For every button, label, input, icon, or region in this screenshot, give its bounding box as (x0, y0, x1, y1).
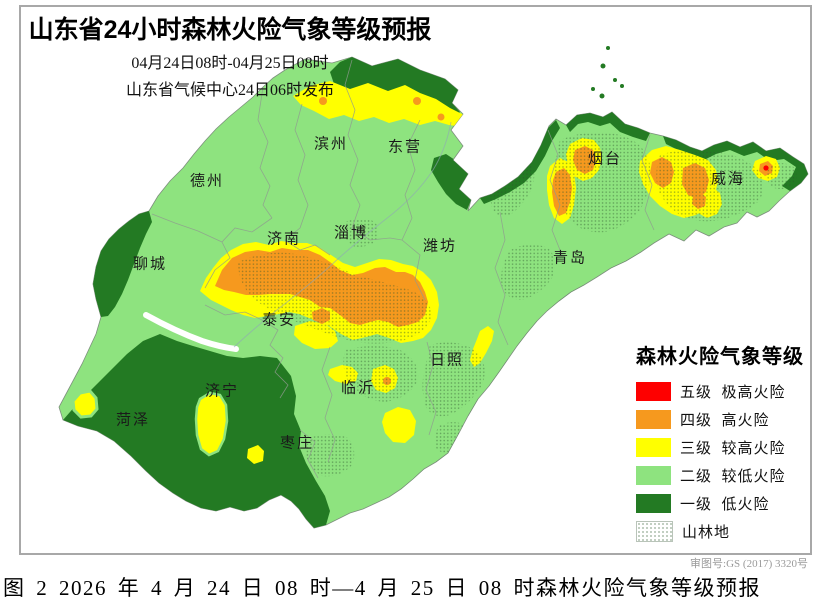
forest-land-overlays (238, 132, 797, 477)
legend-item-label: 一级 低火险 (680, 497, 770, 513)
city-label-菏泽: 菏泽 (116, 411, 150, 428)
city-label-临沂: 临沂 (341, 379, 375, 396)
city-label-潍坊: 潍坊 (423, 237, 457, 254)
city-label-济南: 济南 (267, 230, 301, 247)
legend-items: 五级 极高火险 四级 高火险 三级 较高火险 二级 较低火险 一级 低火险 山林地 (636, 381, 812, 542)
legend-item: 四级 高火险 (636, 409, 812, 430)
legend-item: 山林地 (636, 521, 812, 542)
legend-item-label: 四级 高火险 (680, 413, 770, 429)
legend-swatch (636, 382, 671, 401)
legend-swatch-pattern (636, 521, 673, 542)
legend-swatch (636, 410, 671, 429)
title-block: 山东省24小时森林火险气象等级预报 04月24日08时-04月25日08时 山东… (25, 10, 435, 100)
legend-item: 三级 较高火险 (636, 437, 812, 458)
risk-level5-spot (763, 165, 769, 171)
legend-item: 五级 极高火险 (636, 381, 812, 402)
legend-item-label: 五级 极高火险 (680, 385, 786, 401)
map-subtitle-issuer: 山东省气候中心24日06时发布 (125, 82, 334, 99)
map-subtitle-period: 04月24日08时-04月25日08时 (131, 55, 329, 72)
city-label-威海: 威海 (711, 170, 745, 187)
city-label-东营: 东营 (388, 138, 422, 155)
map-title: 山东省24小时森林火险气象等级预报 (28, 16, 432, 44)
city-label-聊城: 聊城 (133, 255, 167, 272)
legend: 森林火险气象等级 五级 极高火险 四级 高火险 三级 较高火险 二级 较低火险 一级 低… (636, 340, 812, 571)
legend-item: 一级 低火险 (636, 493, 812, 514)
islands (591, 46, 624, 99)
city-label-淄博: 淄博 (334, 224, 368, 241)
city-label-烟台: 烟台 (588, 150, 622, 167)
legend-swatch (636, 438, 671, 457)
river-corridor (143, 312, 239, 352)
legend-item: 二级 较低火险 (636, 465, 812, 486)
city-label-泰安: 泰安 (262, 311, 296, 328)
figure-caption: 图 2 2026 年 4 月 24 日 08 时—4 月 25 日 08 时森林… (3, 576, 761, 600)
legend-item-label: 三级 较高火险 (680, 441, 786, 457)
map-license: 审图号:GS (2017) 3320号 (690, 558, 808, 570)
map-frame (19, 5, 812, 555)
legend-item-label: 山林地 (682, 525, 731, 541)
city-label-滨州: 滨州 (314, 135, 348, 152)
city-label-枣庄: 枣庄 (280, 433, 314, 451)
city-label-德州: 德州 (190, 171, 224, 189)
city-label-济宁: 济宁 (205, 382, 239, 399)
legend-item-label: 二级 较低火险 (680, 469, 786, 485)
prefecture-boundaries (151, 59, 655, 479)
forecast-map: 德州 滨州 东营烟台威海聊城 济南 淄博潍坊青岛泰安济宁菏泽枣庄 临沂 日照 山东省24小时… (19, 5, 812, 571)
city-label-日照: 日照 (430, 352, 464, 368)
legend-swatch (636, 494, 671, 513)
legend-swatch (636, 466, 671, 485)
city-label-青岛: 青岛 (553, 249, 587, 266)
yellow-river-line (233, 121, 452, 348)
legend-title: 森林火险气象等级 (636, 346, 804, 368)
